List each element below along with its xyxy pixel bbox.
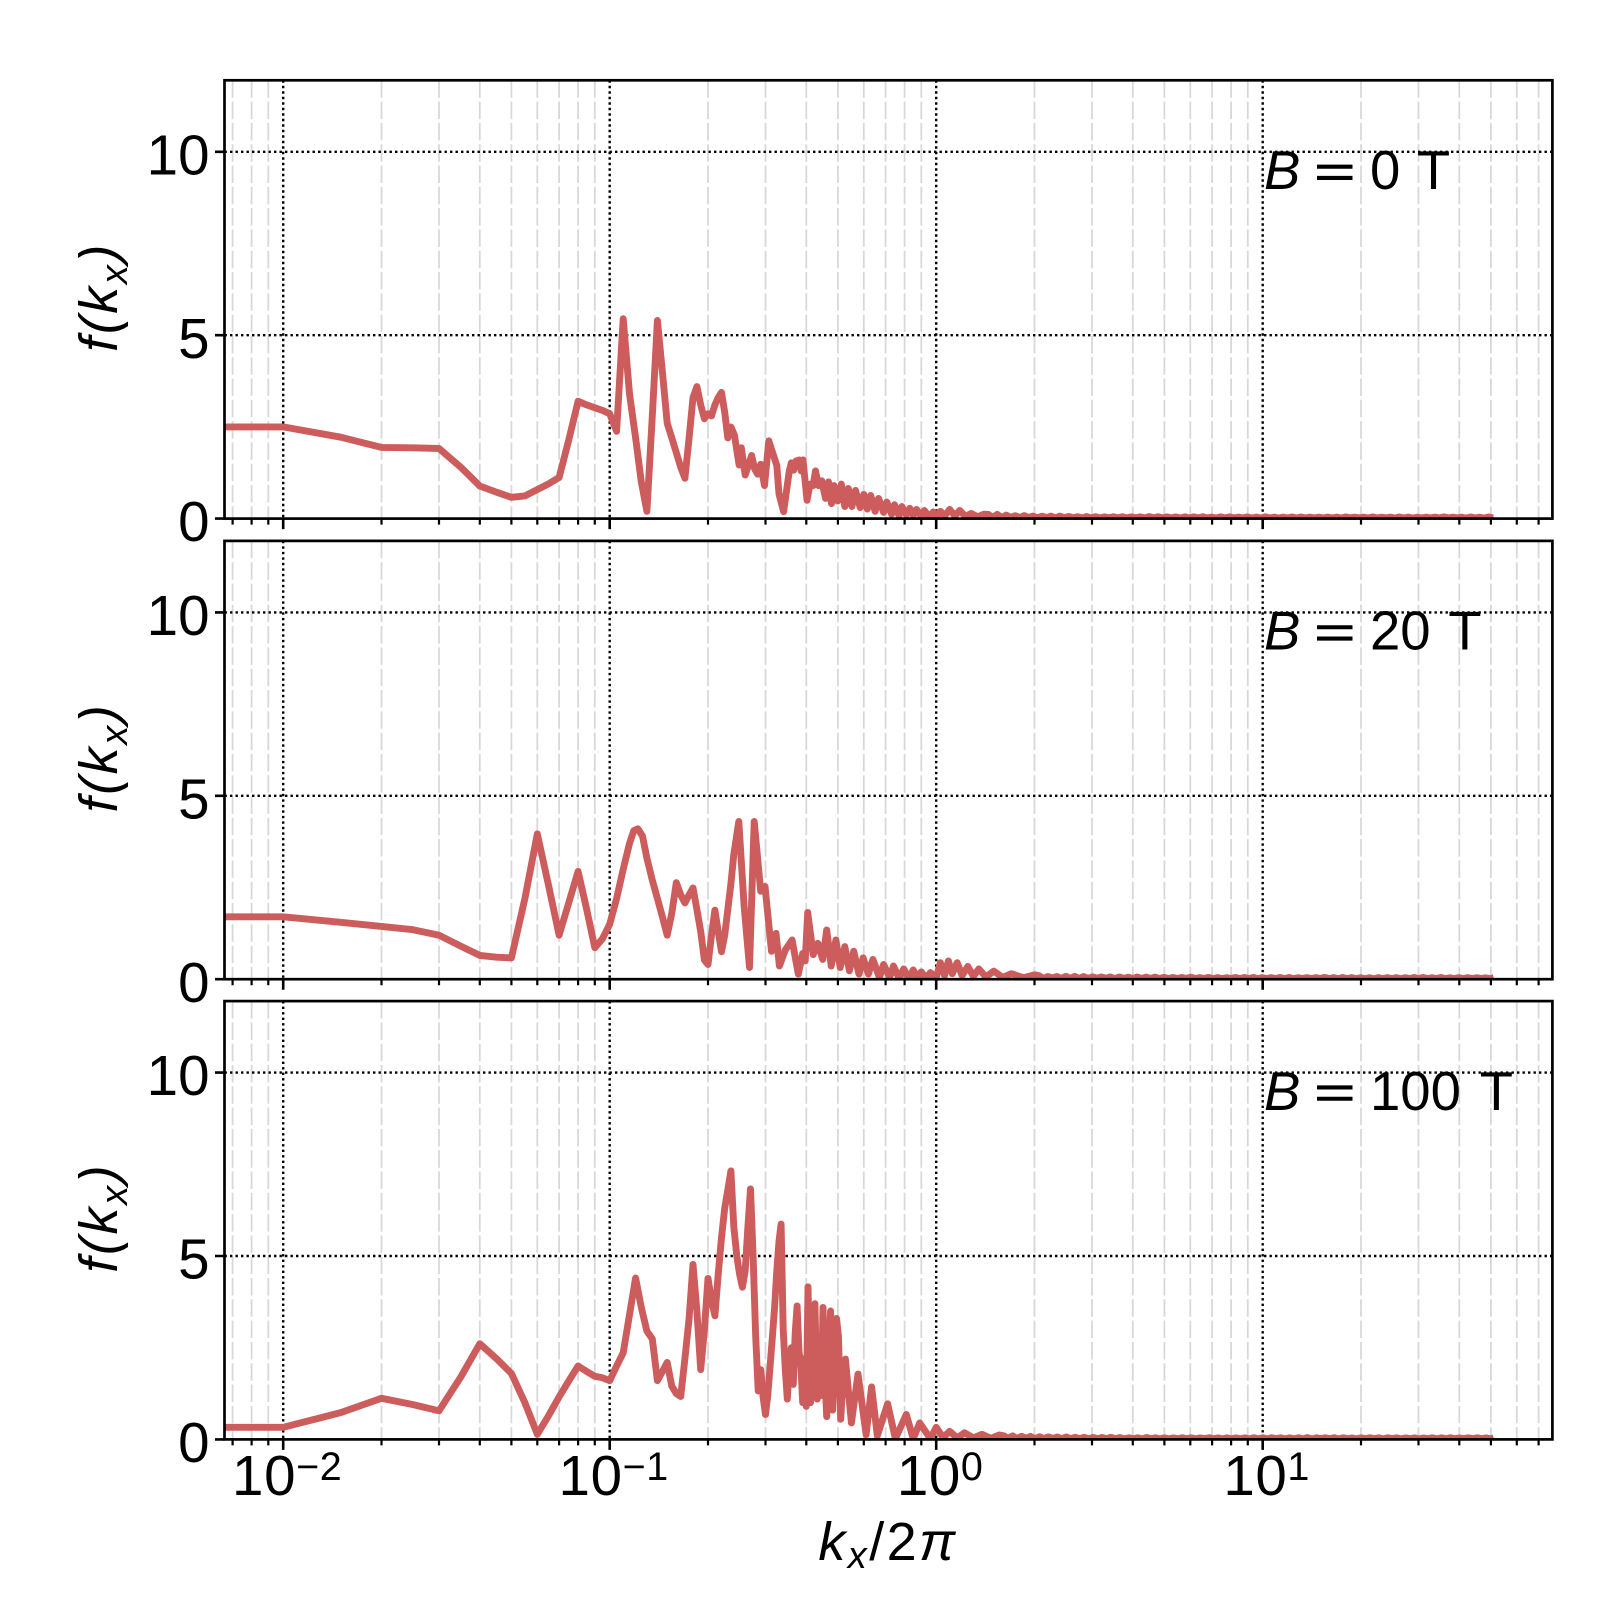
svg-text:0: 0 (178, 951, 209, 1014)
svg-text:B: B (1264, 140, 1300, 201)
svg-text:10: 10 (147, 123, 210, 186)
svg-text:0: 0 (178, 1411, 209, 1474)
svg-text:T: T (1417, 140, 1450, 201)
svg-text:0: 0 (1370, 140, 1400, 201)
svg-text:T: T (1480, 1061, 1513, 1122)
svg-text:T: T (1448, 601, 1481, 662)
svg-text:20: 20 (1370, 601, 1431, 662)
svg-text:f(kx): f(kx) (69, 1163, 136, 1273)
svg-text:kx/2π: kx/2π (818, 1512, 957, 1577)
svg-text:5: 5 (178, 1228, 209, 1291)
svg-text:10: 10 (147, 584, 210, 647)
svg-text:5: 5 (178, 307, 209, 370)
svg-text:f(kx): f(kx) (69, 242, 136, 352)
svg-text:0: 0 (178, 490, 209, 553)
svg-text:100: 100 (1370, 1061, 1461, 1122)
svg-text:10: 10 (147, 1044, 210, 1107)
svg-text:B: B (1264, 601, 1300, 662)
svg-text:10−1: 10−1 (559, 1444, 669, 1507)
svg-text:5: 5 (178, 767, 209, 830)
svg-text:f(kx): f(kx) (69, 703, 136, 813)
svg-text:B: B (1264, 1061, 1300, 1122)
